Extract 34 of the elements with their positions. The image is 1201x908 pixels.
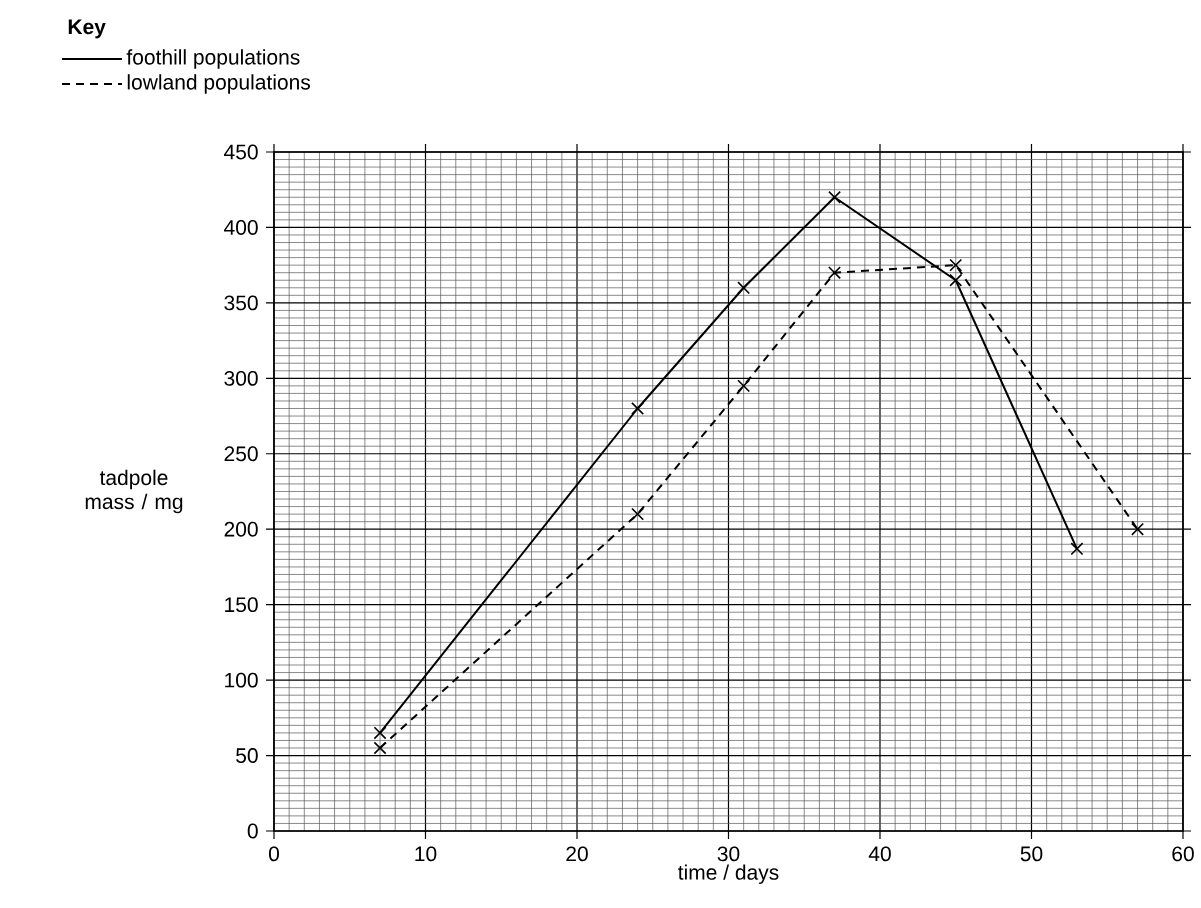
y-tick-label: 150: [225, 597, 258, 613]
x-tick-label: 30: [717, 846, 740, 862]
legend-label: lowland populations: [127, 74, 311, 94]
legend-label: foothill populations: [126, 49, 300, 69]
x-tick-label: 0: [268, 846, 280, 862]
point: [373, 741, 387, 755]
y-tick-label: 250: [224, 446, 258, 462]
x-tick-label: 50: [1020, 846, 1043, 862]
x-axis-title: time / days: [678, 864, 779, 884]
y-tick-label: 400: [224, 220, 258, 235]
x-tick-label: 20: [566, 846, 588, 862]
y-tick-label: 350: [224, 295, 258, 311]
y-tick-label: 200: [224, 521, 258, 537]
x-tick-label: 60: [1172, 846, 1194, 862]
y-tick-label: 0: [247, 823, 258, 839]
y-tick-label: 100: [225, 672, 258, 688]
point: [631, 507, 645, 521]
y-tick-label: 50: [236, 748, 258, 763]
point: [737, 281, 751, 295]
point: [1131, 522, 1144, 536]
point: [737, 379, 751, 393]
legend-title: Key: [68, 19, 106, 39]
point: [949, 273, 963, 287]
point: [373, 726, 387, 740]
point: [631, 402, 645, 415]
x-tick-label: 10: [415, 846, 437, 862]
x-tick-label: 40: [868, 846, 891, 862]
y-axis-title: tadpole mass / mg: [85, 469, 183, 514]
y-tick-label: 300: [224, 370, 258, 386]
y-tick-label: 450: [224, 144, 258, 160]
point: [828, 266, 841, 280]
point: [828, 190, 841, 204]
point: [949, 258, 963, 272]
point: [1070, 542, 1084, 556]
